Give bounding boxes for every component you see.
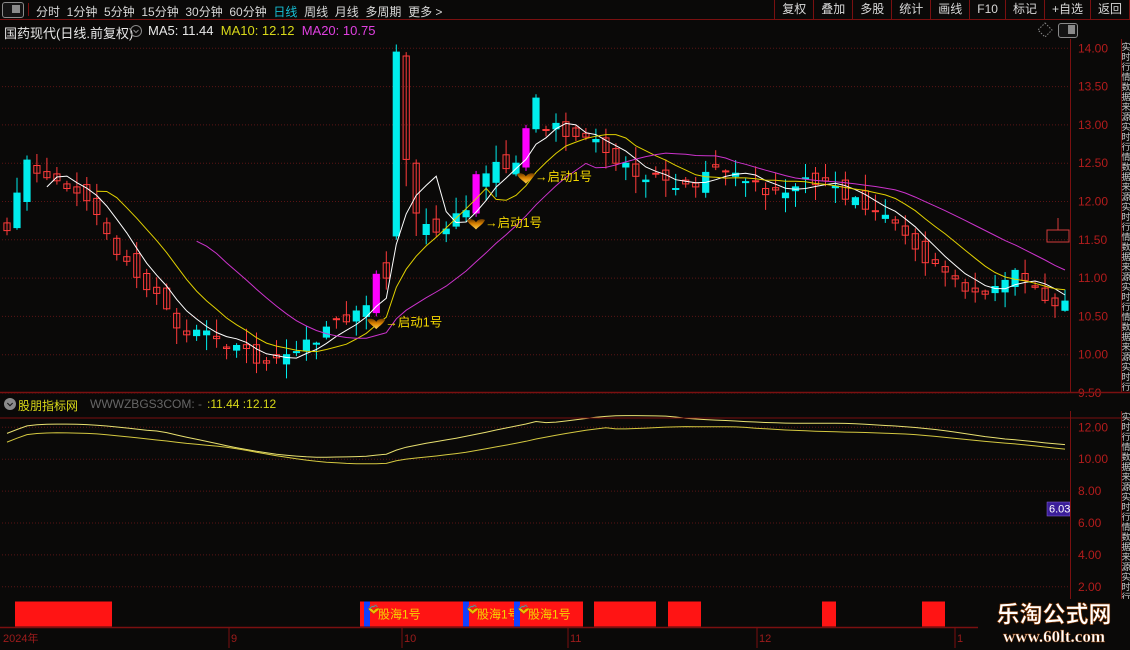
svg-text:12.00: 12.00 [1078,195,1108,209]
svg-text:12: 12 [759,633,771,645]
svg-text:乐淘公式网: 乐淘公式网 [997,601,1112,627]
svg-text:10.00: 10.00 [1078,348,1108,362]
svg-text:13.00: 13.00 [1078,118,1108,132]
svg-text:9: 9 [231,633,237,645]
svg-text:11.00: 11.00 [1078,271,1107,285]
svg-text:股海1号: 股海1号 [528,607,571,622]
svg-text:8.00: 8.00 [1078,484,1102,498]
svg-text:股海1号: 股海1号 [378,607,421,622]
svg-text:10.00: 10.00 [1078,452,1108,466]
svg-text:1: 1 [957,633,963,645]
svg-text:12.50: 12.50 [1078,156,1108,170]
svg-text:10: 10 [404,633,416,645]
svg-text:行: 行 [1121,380,1130,393]
svg-text:12.00: 12.00 [1078,420,1108,434]
svg-text:股海1号: 股海1号 [477,607,520,622]
svg-text:6.00: 6.00 [1078,516,1102,530]
svg-text:→启动1号: →启动1号 [535,170,592,184]
svg-text:→启动1号: →启动1号 [485,216,542,230]
svg-text:4.00: 4.00 [1078,548,1102,562]
svg-text:11: 11 [570,633,581,645]
svg-text:6.03: 6.03 [1049,504,1070,516]
svg-text:13.50: 13.50 [1078,80,1108,94]
svg-text:14.00: 14.00 [1078,41,1108,55]
svg-text:www.60lt.com: www.60lt.com [1003,627,1105,646]
svg-text:→启动1号: →启动1号 [385,315,442,329]
svg-text:10.50: 10.50 [1078,309,1108,323]
svg-text:2.00: 2.00 [1078,580,1102,594]
svg-text:2024年: 2024年 [3,631,38,645]
svg-text:11.50: 11.50 [1078,233,1107,247]
